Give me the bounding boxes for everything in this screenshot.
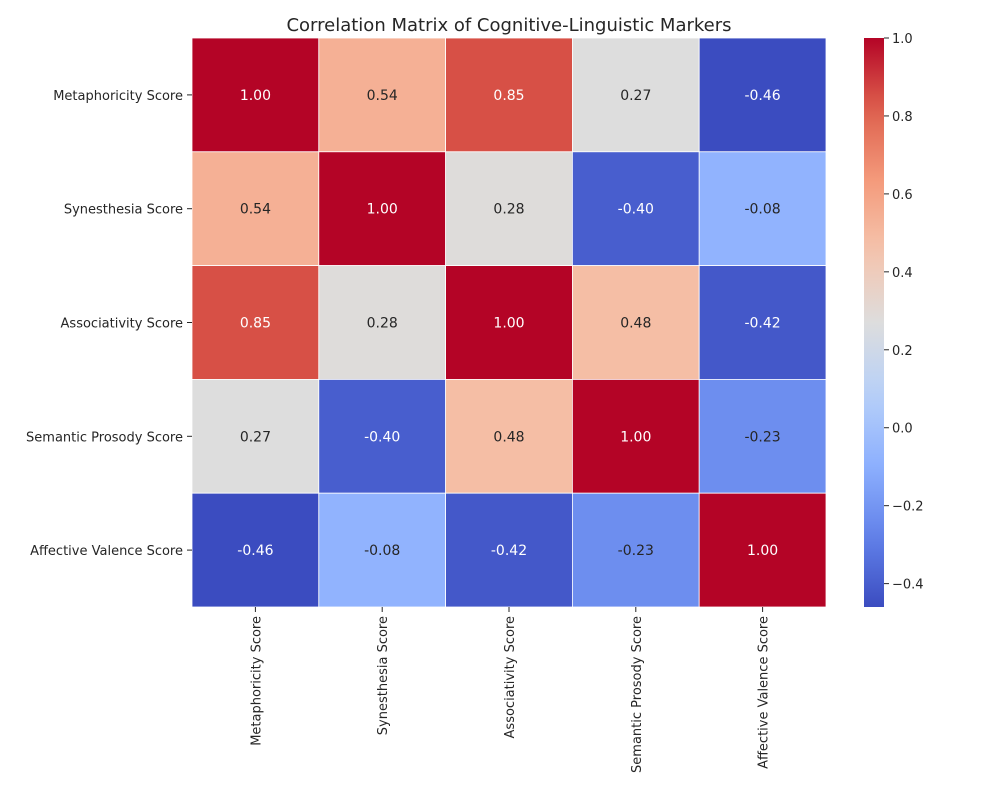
heatmap-cell bbox=[698, 37, 827, 153]
x-tick-label: Synesthesia Score bbox=[376, 616, 391, 735]
heatmap-cells: 1.00 0.54 0.85 0.27 -0.46 0.54 1.00 0.28 -0.40 -0… bbox=[191, 37, 827, 608]
cell-value-label: 0.85 bbox=[240, 316, 271, 332]
cell-value-label: 0.54 bbox=[367, 88, 398, 104]
colorbar-tick-label: 1.0 bbox=[892, 32, 913, 47]
heatmap-cell bbox=[698, 265, 827, 380]
cell-value-label: -0.42 bbox=[744, 316, 780, 332]
cell-value-label: -0.46 bbox=[237, 543, 273, 559]
cell-value-label: -0.46 bbox=[744, 88, 780, 104]
heatmap-cell bbox=[191, 151, 320, 267]
heatmap-cell bbox=[445, 378, 573, 494]
heatmap-cell bbox=[318, 492, 446, 608]
heatmap-cell bbox=[445, 37, 573, 153]
x-tick-label: Associativity Score bbox=[503, 616, 518, 738]
cell-value-label: -0.08 bbox=[744, 202, 780, 218]
x-tick-label: Metaphoricity Score bbox=[249, 616, 264, 746]
cell-value-label: 0.54 bbox=[240, 202, 271, 218]
cell-value-label: 0.85 bbox=[493, 88, 524, 104]
heatmap-cell bbox=[318, 378, 446, 494]
colorbar-tick-label: 0.4 bbox=[892, 266, 913, 281]
cell-value-label: 1.00 bbox=[620, 429, 651, 445]
y-tick-label: Associativity Score bbox=[61, 317, 183, 332]
cell-value-label: 1.00 bbox=[493, 316, 524, 332]
cell-value-label: 1.00 bbox=[747, 543, 778, 559]
cell-value-label: -0.23 bbox=[618, 543, 654, 559]
colorbar-tick-label: 0.2 bbox=[892, 344, 913, 359]
colorbar-tick-label: 0.0 bbox=[892, 422, 913, 437]
cell-value-label: -0.23 bbox=[744, 429, 780, 445]
x-tick-label: Affective Valence Score bbox=[757, 616, 772, 769]
heatmap-cell bbox=[698, 151, 827, 267]
chart-title: Correlation Matrix of Cognitive-Linguist… bbox=[286, 15, 731, 36]
heatmap-cell bbox=[191, 37, 320, 153]
cell-value-label: 0.28 bbox=[367, 316, 398, 332]
heatmap-cell bbox=[191, 492, 320, 608]
colorbar-tick-label: 0.6 bbox=[892, 188, 913, 203]
colorbar-tick-label: −0.2 bbox=[892, 500, 924, 515]
heatmap-cell bbox=[445, 492, 573, 608]
cell-value-label: 0.48 bbox=[493, 429, 524, 445]
colorbar: 1.0 0.8 0.6 0.4 0.2 0.0 −0.2 −0.4 bbox=[864, 32, 924, 607]
heatmap-cell bbox=[445, 151, 573, 267]
cell-value-label: 1.00 bbox=[240, 88, 271, 104]
cell-value-label: -0.08 bbox=[364, 543, 400, 559]
heatmap-cell bbox=[318, 37, 446, 153]
colorbar-tick-label: −0.4 bbox=[892, 578, 924, 593]
heatmap-cell bbox=[445, 265, 573, 380]
heatmap-cell bbox=[572, 37, 700, 153]
colorbar-gradient bbox=[864, 38, 884, 607]
y-axis-tick-labels: Metaphoricity Score Synesthesia Score Asso… bbox=[26, 89, 192, 559]
y-tick-label: Semantic Prosody Score bbox=[26, 430, 183, 445]
cell-value-label: -0.42 bbox=[491, 543, 527, 559]
heatmap-cell bbox=[698, 378, 827, 494]
y-tick-label: Metaphoricity Score bbox=[53, 89, 183, 104]
heatmap-cell bbox=[698, 492, 827, 608]
colorbar-tick-label: 0.8 bbox=[892, 110, 913, 125]
heatmap-cell bbox=[572, 265, 700, 380]
heatmap-cell bbox=[318, 151, 446, 267]
cell-value-label: 1.00 bbox=[367, 202, 398, 218]
cell-value-label: 0.27 bbox=[240, 429, 271, 445]
cell-value-label: -0.40 bbox=[364, 429, 400, 445]
x-tick-label: Semantic Prosody Score bbox=[630, 616, 645, 773]
x-axis-tick-labels: Metaphoricity Score Synesthesia Score Asso… bbox=[249, 607, 772, 773]
y-tick-label: Synesthesia Score bbox=[64, 203, 183, 218]
cell-value-label: 0.48 bbox=[620, 316, 651, 332]
heatmap-cell bbox=[318, 265, 446, 380]
cell-value-label: 0.27 bbox=[620, 88, 651, 104]
y-tick-label: Affective Valence Score bbox=[30, 544, 183, 559]
cell-value-label: 0.28 bbox=[493, 202, 524, 218]
heatmap-cell bbox=[572, 378, 700, 494]
cell-value-label: -0.40 bbox=[618, 202, 654, 218]
